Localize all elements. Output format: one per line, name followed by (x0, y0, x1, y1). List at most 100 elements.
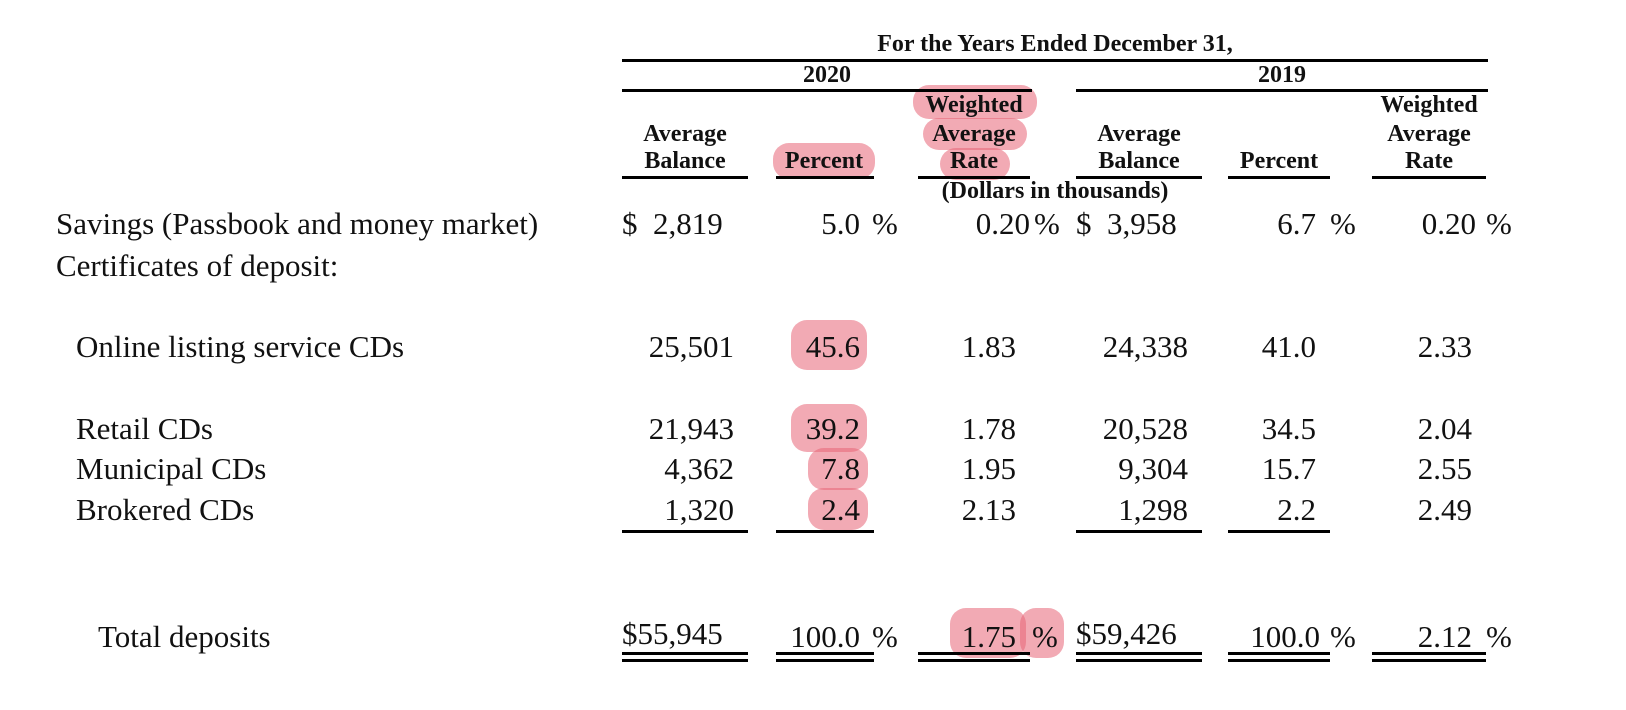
highlight-brokered-percent (808, 488, 868, 530)
brokered-2019-rate: 2.49 (1417, 492, 1472, 527)
retail-2020-percent: 39.2 (805, 411, 860, 446)
savings-2019-percent-unit: % (1330, 206, 1356, 241)
savings-2019-rate: 0.20 (1421, 206, 1476, 241)
savings-2020-percent: 5.0 (821, 206, 860, 241)
total-rule-2019-rate-b (1372, 659, 1486, 662)
savings-2019-percent: 6.7 (1277, 206, 1316, 241)
subtotal-rule-2020-balance (622, 530, 748, 533)
total-rule-2019-rate-a (1372, 652, 1486, 655)
col-2019-rate-rule (1372, 176, 1486, 179)
total-2020-percent-unit: % (872, 619, 898, 654)
total-2020-rate-unit: % (1032, 619, 1058, 654)
municipal-2019-percent: 15.7 (1261, 451, 1316, 486)
period-2019: 2019 (1258, 62, 1306, 88)
col-2019-rate-line2: Average (1387, 121, 1471, 147)
highlight-retail-percent (791, 404, 867, 452)
col-2020-rate-line3: Rate (950, 148, 998, 174)
total-rule-2020-percent-a (776, 652, 874, 655)
subtotal-rule-2019-percent (1228, 530, 1330, 533)
total-2019-percent-unit: % (1330, 619, 1356, 654)
highlight-total-rate (950, 608, 1026, 658)
period-2019-rule (1076, 89, 1488, 92)
col-2020-rate-line2: Average (932, 121, 1016, 147)
units-note: (Dollars in thousands) (941, 178, 1169, 204)
brokered-2019-balance: 1,298 (1118, 492, 1188, 527)
total-2020-rate: 1.75 (961, 619, 1016, 654)
total-rule-2020-balance-a (622, 652, 748, 655)
cd-section-label: Certificates of deposit: (56, 248, 339, 283)
savings-label: Savings (Passbook and money market) (56, 206, 539, 241)
col-2019-rate-line1: Weighted (1380, 92, 1478, 118)
subtotal-rule-2020-percent (776, 530, 874, 533)
title-rule (622, 59, 1488, 62)
col-2020-rate-rule (918, 176, 1030, 179)
total-2020-percent: 100.0 (790, 619, 860, 654)
retail-2019-rate: 2.04 (1417, 411, 1472, 446)
col-2019-percent: Percent (1239, 148, 1319, 174)
total-2019-rate: 2.12 (1417, 619, 1472, 654)
online-2019-balance: 24,338 (1102, 329, 1188, 364)
total-2020-balance: $55,945 (622, 616, 723, 651)
retail-2019-percent: 34.5 (1261, 411, 1316, 446)
online-2020-rate: 1.83 (961, 329, 1016, 364)
online-2019-percent: 41.0 (1261, 329, 1316, 364)
col-2019-balance-line2: Balance (1098, 148, 1180, 174)
col-2019-balance-line1: Average (1097, 121, 1181, 147)
brokered-2019-percent: 2.2 (1277, 492, 1316, 527)
municipal-label: Municipal CDs (76, 451, 267, 486)
retail-2020-rate: 1.78 (961, 411, 1016, 446)
online-2020-percent: 45.6 (805, 329, 860, 364)
col-2019-percent-rule (1228, 176, 1330, 179)
total-rule-2020-rate-a (918, 652, 1030, 655)
retail-2019-balance: 20,528 (1102, 411, 1188, 446)
total-rule-2020-percent-b (776, 659, 874, 662)
savings-2020-rate: 0.20 (975, 206, 1030, 241)
col-2020-balance-rule (622, 176, 748, 179)
savings-2019-balance: $ 3,958 (1076, 206, 1177, 241)
col-2020-percent: Percent (784, 148, 864, 174)
municipal-2019-balance: 9,304 (1118, 451, 1188, 486)
period-2020-rule (622, 89, 1032, 92)
highlight-online-percent (791, 320, 867, 370)
municipal-2020-rate: 1.95 (961, 451, 1016, 486)
savings-2020-percent-unit: % (872, 206, 898, 241)
col-2020-rate-line1: Weighted (925, 92, 1023, 118)
brokered-2020-percent: 2.4 (821, 492, 860, 527)
online-label: Online listing service CDs (76, 329, 405, 364)
retail-2020-balance: 21,943 (648, 411, 734, 446)
total-rule-2019-percent-a (1228, 652, 1330, 655)
total-rule-2020-rate-b (918, 659, 1030, 662)
municipal-2019-rate: 2.55 (1417, 451, 1472, 486)
total-rule-2019-percent-b (1228, 659, 1330, 662)
brokered-2020-balance: 1,320 (664, 492, 734, 527)
col-2020-percent-rule (776, 176, 874, 179)
brokered-2020-rate: 2.13 (961, 492, 1016, 527)
period-2020: 2020 (803, 62, 851, 88)
subtotal-rule-2019-balance (1076, 530, 1202, 533)
highlight-total-rate-unit (1020, 608, 1064, 658)
col-2020-balance-line1: Average (643, 121, 727, 147)
highlight-rate-header (940, 148, 1010, 180)
col-2020-balance-line2: Balance (644, 148, 726, 174)
table-title: For the Years Ended December 31, (877, 31, 1233, 57)
municipal-2020-balance: 4,362 (664, 451, 734, 486)
total-rule-2019-balance-b (1076, 659, 1202, 662)
municipal-2020-percent: 7.8 (821, 451, 860, 486)
highlight-percent-header (773, 143, 875, 179)
total-2019-rate-unit: % (1486, 619, 1512, 654)
col-2019-rate-line3: Rate (1405, 148, 1453, 174)
col-2019-balance-rule (1076, 176, 1202, 179)
brokered-label: Brokered CDs (76, 492, 255, 527)
savings-2020-rate-unit: % (1034, 206, 1060, 241)
savings-2020-balance: $ 2,819 (622, 206, 723, 241)
savings-2019-rate-unit: % (1486, 206, 1512, 241)
retail-label: Retail CDs (76, 411, 213, 446)
total-2019-balance: $59,426 (1076, 616, 1177, 651)
total-label: Total deposits (98, 619, 271, 654)
total-rule-2020-balance-b (622, 659, 748, 662)
highlight-average-header (923, 118, 1027, 150)
online-2019-rate: 2.33 (1417, 329, 1472, 364)
total-2019-percent: 100.0 (1250, 619, 1320, 654)
online-2020-balance: 25,501 (648, 329, 734, 364)
highlight-municipal-percent (808, 448, 868, 490)
